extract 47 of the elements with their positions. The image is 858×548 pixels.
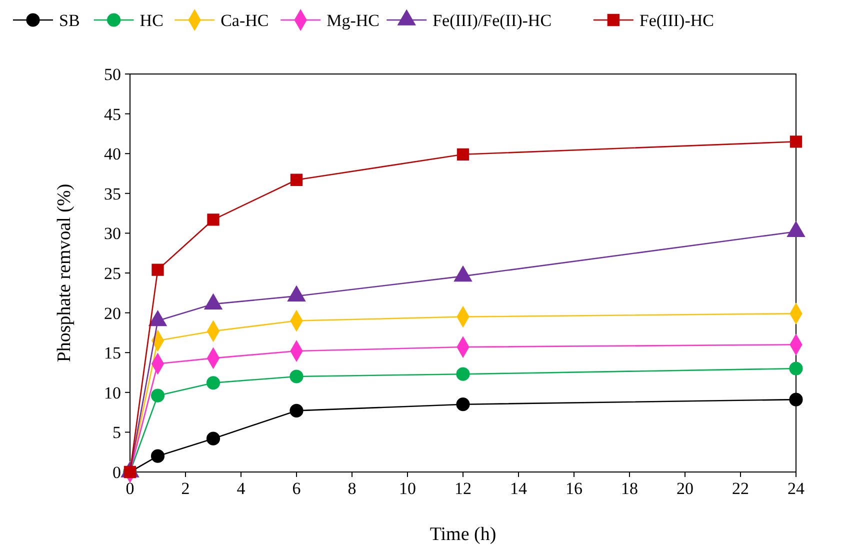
y-tick-label: 20 [104,304,121,323]
point [290,174,303,186]
y-tick-label: 0 [112,463,121,482]
x-tick-label: 24 [788,479,805,498]
point [150,388,165,402]
y-tick-label: 35 [104,184,121,204]
point [152,264,164,276]
x-tick-label: 4 [236,479,246,498]
point [290,370,304,384]
point [150,449,165,463]
x-axis-title: Time (h) [430,524,496,545]
x-tick-label: 6 [292,479,301,498]
legend-label: Fe(III)-HC [639,11,714,30]
x-tick-label: 18 [621,479,638,498]
point [290,404,304,418]
x-tick-label: 2 [181,479,190,498]
point [206,376,220,390]
legend-label: Ca-HC [220,11,269,30]
x-tick-label: 0 [126,479,134,498]
point [790,136,802,148]
x-tick-label: 16 [566,479,582,498]
y-tick-label: 5 [112,423,121,442]
point [456,148,470,160]
legend-label: Fe(III)/Fe(II)-HC [432,11,552,30]
point [789,362,803,376]
y-tick-label: 25 [104,264,121,283]
y-axis-title: Phosphate remvoal (%) [54,184,75,362]
point [207,214,220,226]
y-tick-label: 15 [104,344,121,363]
point [789,392,803,406]
x-tick-label: 20 [676,479,694,498]
x-tick-label: 14 [510,479,528,498]
legend-label: Mg-HC [326,11,380,30]
point [456,398,470,412]
point [206,432,220,446]
x-tick-label: 8 [348,479,356,498]
point [456,367,470,381]
y-tick-label: 30 [104,224,121,244]
y-tick-label: 45 [104,104,121,124]
x-tick-label: 22 [732,479,749,498]
legend-label: HC [140,11,164,30]
y-tick-label: 50 [104,65,121,84]
x-tick-label: 10 [399,479,416,498]
y-tick-label: 40 [104,144,121,164]
y-tick-label: 10 [104,383,121,402]
x-tick-label: 12 [454,479,472,498]
legend-label: SB [59,11,80,30]
